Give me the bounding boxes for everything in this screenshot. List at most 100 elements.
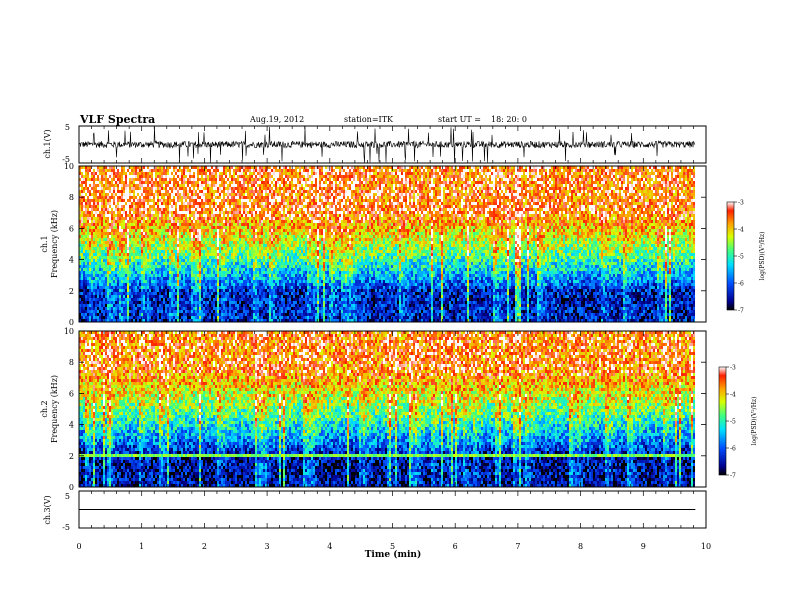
spectrogram-cell: [351, 178, 353, 181]
spectrogram-cell: [691, 196, 693, 199]
spectrogram-cell: [439, 193, 441, 196]
spectrogram-cell: [507, 199, 509, 202]
spectrogram-cell: [391, 190, 393, 193]
spectrogram-cell: [431, 187, 433, 190]
spectrogram-cell: [465, 196, 467, 199]
spectrogram-cell: [531, 175, 533, 178]
spectrogram-cell: [161, 178, 163, 181]
spectrogram-cell: [487, 196, 489, 199]
spectrogram-cell: [681, 199, 683, 202]
spectrogram-cell: [403, 175, 405, 178]
spectrogram-cell: [583, 169, 585, 172]
spectrogram-cell: [689, 172, 691, 175]
spectrogram-cell: [115, 181, 117, 184]
spectrogram-cell: [263, 193, 265, 196]
spectrogram-cell: [271, 169, 273, 172]
spectrogram-cell: [189, 193, 191, 196]
spectrogram-cell: [509, 172, 511, 175]
spectrogram-cell: [523, 184, 525, 187]
spectrogram-cell: [321, 184, 323, 187]
spectrogram-cell: [465, 175, 467, 178]
spectrogram-cell: [373, 196, 375, 199]
spectrogram-cell: [555, 172, 557, 175]
spectrogram-cell: [155, 175, 157, 178]
spectrogram-cell: [423, 175, 425, 178]
spectrogram-cell: [607, 184, 609, 187]
spectrogram-cell: [153, 169, 155, 172]
spectrogram-cell: [385, 193, 387, 196]
spectrogram-cell: [229, 175, 231, 178]
spectrogram-cell: [447, 172, 449, 175]
spectrogram-cell: [273, 190, 275, 193]
spectrogram-cell: [661, 190, 663, 193]
spectrogram-cell: [471, 181, 473, 184]
spectrogram-cell: [599, 190, 601, 193]
spectrogram-cell: [375, 169, 377, 172]
spectrogram-cell: [437, 178, 439, 181]
spectrogram-cell: [93, 199, 95, 202]
spectrogram-cell: [313, 172, 315, 175]
spectrogram-cell: [147, 184, 149, 187]
spectrogram-cell: [343, 184, 345, 187]
spectrogram-cell: [195, 187, 197, 190]
spectrogram-cell: [497, 169, 499, 172]
spectrogram-cell: [609, 187, 611, 190]
spectrogram-cell: [105, 196, 107, 199]
spectrogram-cell: [231, 175, 233, 178]
spectrogram-cell: [485, 193, 487, 196]
spectrogram-cell: [527, 187, 529, 190]
spectrogram-cell: [91, 190, 93, 193]
spectrogram-cell: [501, 169, 503, 172]
spectrogram-cell: [113, 178, 115, 181]
spectrogram-cell: [121, 178, 123, 181]
spectrogram-cell: [305, 169, 307, 172]
spectrogram-cell: [471, 199, 473, 202]
spectrogram-cell: [667, 199, 669, 202]
spectrogram-cell: [225, 175, 227, 178]
spectrogram-cell: [111, 202, 113, 205]
spectrogram-cell: [691, 169, 693, 172]
spectrogram-cell: [651, 178, 653, 181]
spectrogram-cell: [429, 175, 431, 178]
spectrogram-cell: [413, 175, 415, 178]
spectrogram-cell: [273, 193, 275, 196]
spectrogram-cell: [251, 178, 253, 181]
spectrogram-cell: [103, 169, 105, 172]
spectrogram-cell: [97, 193, 99, 196]
spectrogram-cell: [205, 172, 207, 175]
spectrogram-cell: [95, 187, 97, 190]
spectrogram-cell: [147, 178, 149, 181]
spectrogram-cell: [163, 169, 165, 172]
spectrogram-cell: [127, 175, 129, 178]
spectrogram-cell: [671, 175, 673, 178]
spectrogram-cell: [441, 184, 443, 187]
spectrogram-cell: [669, 199, 671, 202]
spectrogram-cell: [381, 181, 383, 184]
spectrogram-cell: [363, 196, 365, 199]
spectrogram-cell: [237, 184, 239, 187]
spectrogram-cell: [427, 199, 429, 202]
spectrogram-cell: [483, 190, 485, 193]
spectrogram-cell: [221, 172, 223, 175]
spectrogram-cell: [451, 175, 453, 178]
spectrogram-cell: [455, 196, 457, 199]
spectrogram-cell: [313, 193, 315, 196]
spectrogram-cell: [663, 184, 665, 187]
spectrogram-cell: [343, 187, 345, 190]
spectrogram-cell: [581, 202, 583, 205]
spectrogram-cell: [219, 190, 221, 193]
spectrogram-cell: [639, 196, 641, 199]
spectrogram-cell: [281, 175, 283, 178]
spectrogram-cell: [111, 175, 113, 178]
spectrogram-cell: [145, 178, 147, 181]
spectrogram-cell: [127, 181, 129, 184]
spectrogram-cell: [403, 196, 405, 199]
spectrogram-cell: [655, 172, 657, 175]
spectrogram-cell: [427, 187, 429, 190]
spectrogram-cell: [217, 175, 219, 178]
spectrogram-cell: [659, 184, 661, 187]
spectrogram-cell: [261, 187, 263, 190]
spectrogram-cell: [567, 193, 569, 196]
spectrogram-cell: [103, 190, 105, 193]
spectrogram-cell: [391, 172, 393, 175]
